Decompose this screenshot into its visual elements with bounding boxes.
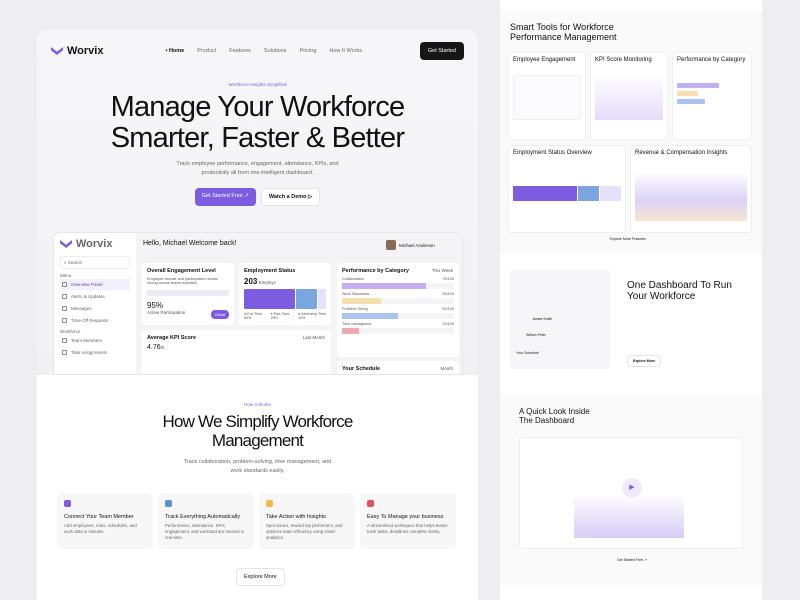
step-icon [367,500,374,507]
message-icon [62,306,67,311]
nav-pricing[interactable]: Pricing [299,48,317,54]
nav-how-it-works[interactable]: How It Works [329,48,362,54]
step-card: Track Everything Automatically Performanc… [158,493,254,549]
quick-cta-button[interactable]: Get Started Free ↗ [617,558,647,562]
sidebar: Worvix ⌕ Search Menu Overview Panel Aler… [54,233,136,374]
logo-icon [60,240,72,248]
alert-icon [62,294,67,299]
dashboard-video-preview[interactable]: ▶ [519,437,743,549]
employment-legend-item: ● Internship-Time 10% [297,312,326,320]
schedule-card: Your Schedule Month [337,361,459,374]
dashboard-preview: Worvix ⌕ Search Menu Overview Panel Aler… [53,232,463,375]
brand-name: Worvix [67,45,104,57]
employment-segment [317,289,326,309]
logo-icon [51,47,63,55]
category-bar [342,298,382,304]
watch-demo-button[interactable]: Watch a Demo ▷ [260,188,321,206]
kpi-card: Average KPI Score 4.76/5 Last Month [142,330,331,374]
great-badge: Great [210,310,229,319]
feature-employment: Employment Status Overview [508,145,626,233]
menu-label: Menu [60,273,72,278]
step-card: Easy To Manage your business A streamline… [360,493,456,549]
category-row: Work Standards 35/100 [342,292,454,304]
category-bar [342,283,426,289]
engagement-card: Overall Engagement Level Employee morale… [142,263,234,325]
sidebar-item-alerts[interactable]: Alerts & Updates [60,291,130,302]
top-nav: Worvix • Home Product Features Solutions… [51,38,464,64]
clock-icon [62,318,67,323]
nav-features[interactable]: Features [229,48,251,54]
sidebar-item-time-off[interactable]: Time Off Requests [60,315,130,326]
step-card: Connect Your Team Member Add employees, r… [57,493,153,549]
step-icon [266,500,273,507]
employment-segment [295,289,317,309]
quick-look-section: A Quick Look Inside The Dashboard ▶ Get S… [500,395,762,585]
smart-tools-section: Smart Tools for Workforce Performance Man… [500,10,762,255]
explore-features-button[interactable]: Explore More Features [610,237,646,241]
hero-title: Manage Your Workforce Smarter, Faster & B… [110,91,406,154]
category-filter[interactable]: This Week [431,268,453,273]
sidebar-item-overview[interactable]: Overview Panel [60,279,130,290]
hero-subtitle: Track employee performance, engagement, … [176,161,339,176]
category-bar [342,313,398,319]
get-started-free-button[interactable]: Get Started Free ↗ [194,188,256,206]
employment-bar [244,289,326,309]
one-dashboard-section: James Smith Wilson Peter Your Schedule O… [500,262,762,380]
category-row: Time managment 15/100 [342,322,454,334]
explore-more-button[interactable]: Explore More [236,568,285,586]
how-title: How We Simplify Workforce Management [162,412,353,450]
employment-card: Employment Status 203 Employs ● Full-Tim… [239,263,331,325]
get-started-button[interactable]: Get Started [419,42,464,60]
avatar [386,240,396,250]
feature-showcase: Smart Tools for Workforce Performance Man… [500,0,762,600]
feature-category: Performance by Category [672,52,752,140]
category-row: Collaboration 75/100 [342,277,454,289]
hero-eyebrow: Workforce Insights Simplified [228,82,287,87]
user-menu[interactable]: Michael Anderson [386,240,435,250]
nav-solutions[interactable]: Solutions [263,48,287,54]
grid-icon [62,282,67,287]
category-bar [342,328,359,334]
feature-kpi: KPI Score Monitoring [590,52,668,140]
kpi-filter[interactable]: Last Month [302,335,325,340]
search-input[interactable]: ⌕ Search [60,256,130,269]
sidebar-item-tasks[interactable]: Task Assignments [60,347,130,358]
sidebar-item-messages[interactable]: Messages [60,303,130,314]
team-illustration: James Smith Wilson Peter Your Schedule [510,269,610,369]
users-icon [62,338,67,343]
step-icon [64,500,71,507]
one-explore-button[interactable]: Explore More [627,355,662,367]
feature-engagement: Employee Engagement [508,52,586,140]
nav-product[interactable]: Product [197,48,217,54]
category-card: Performance by Category This Week Collab… [337,263,459,357]
task-icon [62,350,67,355]
employment-legend-item: ● Part-Time 25% [270,312,290,320]
employment-legend-item: ● Full-Time 60% [244,312,263,320]
feature-revenue: Revenue & Compensation Insights [630,145,752,233]
schedule-filter[interactable]: Month [440,366,453,371]
nav-home[interactable]: • Home [165,48,185,54]
category-row: Problem-Slving 50/100 [342,307,454,319]
greeting: Hello, Michael Welcome back! [143,240,237,247]
play-icon[interactable]: ▶ [622,478,642,498]
step-icon [165,500,172,507]
brand-logo[interactable]: Worvix [51,45,103,57]
how-it-works-section: How It Works How We Simplify Workforce Ma… [37,375,478,600]
engagement-meter [147,290,229,296]
sidebar-item-team[interactable]: Team Members [60,335,130,346]
employment-segment [244,289,295,309]
step-card: Take Action with Insights Spot issues, re… [259,493,355,549]
